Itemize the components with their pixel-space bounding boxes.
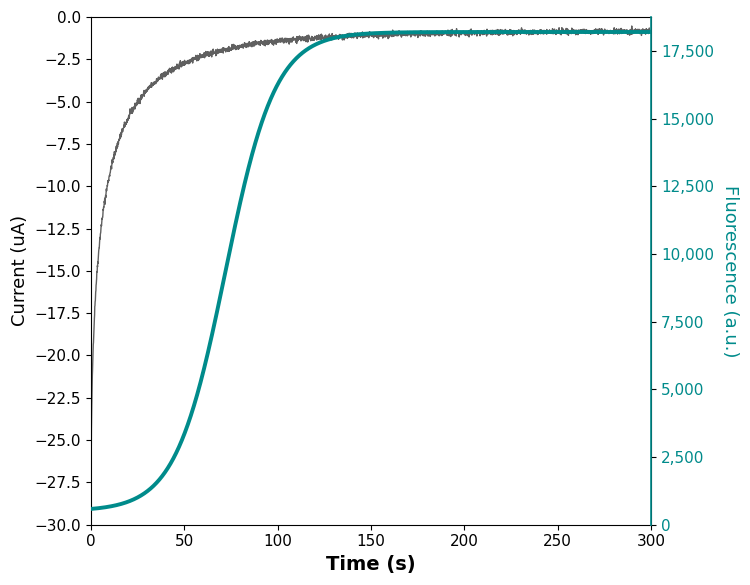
X-axis label: Time (s): Time (s) — [326, 555, 416, 574]
Y-axis label: Fluorescence (a.u.): Fluorescence (a.u.) — [721, 185, 739, 357]
Y-axis label: Current (uA): Current (uA) — [11, 215, 29, 326]
